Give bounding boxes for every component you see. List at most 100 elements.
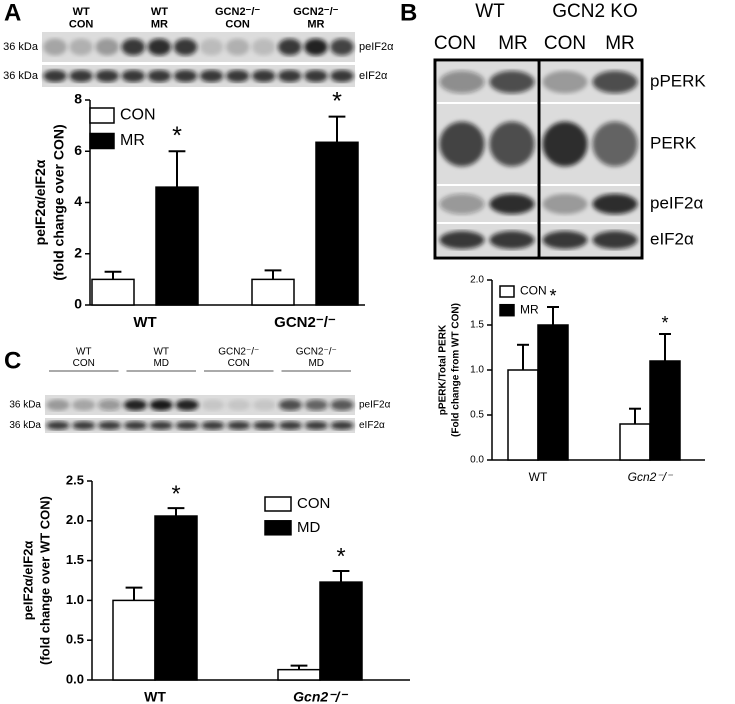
bar <box>251 278 295 306</box>
y-tick-label: 0 <box>74 296 82 312</box>
significance-mark: * <box>336 543 345 569</box>
panel-label: C <box>4 347 21 374</box>
y-tick-label: 0.5 <box>470 410 484 421</box>
blot-group-label: GCN2⁻/⁻ <box>218 347 259 358</box>
blot-band <box>201 399 225 411</box>
y-axis-label: peIF2α/eIF2α <box>21 541 36 621</box>
blot-band <box>43 69 67 83</box>
blot-group-label: GCN2⁻/⁻ <box>215 6 260 18</box>
y-tick-label: 2.5 <box>66 472 84 487</box>
blot-band <box>439 70 485 94</box>
panel-label: B <box>400 0 417 26</box>
blot-band <box>227 399 251 411</box>
blot-size-label: 36 kDa <box>3 70 39 82</box>
legend-swatch <box>499 285 515 298</box>
blot-band <box>251 69 276 83</box>
y-axis-label: (fold change over WT CON) <box>38 496 53 665</box>
bar <box>112 599 156 681</box>
y-axis-label: peIF2α/eIF2α <box>32 159 48 245</box>
genotype-label: GCN2 KO <box>552 1 638 22</box>
blot-group-label: CON <box>228 358 250 369</box>
legend-label: MR <box>120 132 145 149</box>
y-axis-label: (fold change over CON) <box>50 124 66 280</box>
x-tick-label: Gcn2⁻/⁻ <box>628 470 674 484</box>
blot-size-label: 36 kDa <box>3 41 39 53</box>
bar <box>507 369 539 461</box>
blot-group-label: WT <box>73 6 90 18</box>
blot-group-label: CON <box>225 19 250 31</box>
blot-band <box>95 38 119 56</box>
condition-label: MR <box>605 33 635 54</box>
bar <box>537 324 569 461</box>
blot-band <box>46 399 70 411</box>
blot-band <box>489 193 535 215</box>
blot-band <box>173 38 198 56</box>
blot-band <box>97 399 122 411</box>
x-tick-label: GCN2⁻/⁻ <box>274 314 336 331</box>
legend-swatch <box>89 132 115 150</box>
blot-band <box>149 399 173 411</box>
significance-mark: * <box>332 87 342 115</box>
bar <box>154 515 198 681</box>
blot-group-label: MD <box>153 358 169 369</box>
blot-band <box>304 421 328 430</box>
blot-band <box>489 70 535 94</box>
y-tick-label: 2 <box>74 244 82 260</box>
y-tick-label: 8 <box>74 91 82 107</box>
blot-band <box>69 69 93 83</box>
legend-swatch <box>264 496 292 512</box>
y-axis-label: pPERK/Total PERK <box>438 324 449 415</box>
legend-swatch <box>499 303 515 317</box>
y-tick-label: 1.5 <box>470 320 484 331</box>
blot-band <box>173 69 198 83</box>
legend-label: MR <box>520 302 539 316</box>
legend-swatch <box>89 107 115 124</box>
blot-size-label: 36 kDa <box>9 420 41 431</box>
blot-band <box>251 38 276 56</box>
blot-band <box>147 69 172 83</box>
condition-label: MR <box>498 33 528 54</box>
blot-band <box>330 38 354 56</box>
panel-label: A <box>4 0 21 26</box>
blot-protein-label: peIF2α <box>650 193 703 212</box>
blot-band <box>199 38 224 56</box>
bar <box>319 581 363 681</box>
blot-band <box>592 70 638 94</box>
blot-group-label: MR <box>151 19 168 31</box>
condition-label: CON <box>434 33 476 54</box>
blot-band <box>199 69 224 83</box>
blot-band <box>97 421 122 430</box>
blot-band <box>304 38 328 56</box>
blot-strip <box>45 395 355 415</box>
blot-band <box>592 231 638 249</box>
legend-label: CON <box>297 495 330 512</box>
significance-mark: * <box>549 286 556 306</box>
y-axis-label: (Fold change from WT CON) <box>451 303 462 437</box>
blot-band <box>225 38 250 56</box>
blot-band <box>123 399 148 411</box>
blot-band <box>278 38 302 56</box>
y-tick-label: 1.5 <box>66 552 84 567</box>
blot-protein-label: peIF2α <box>359 41 394 53</box>
blot-band <box>175 421 199 430</box>
blot-band <box>147 38 172 56</box>
significance-mark: * <box>172 122 182 150</box>
blot-band <box>330 399 354 411</box>
blot-band <box>46 421 70 430</box>
blot-group-label: WT <box>151 6 168 18</box>
blot-group-label: MD <box>308 358 324 369</box>
genotype-label: WT <box>475 1 505 22</box>
y-tick-label: 1.0 <box>470 365 484 376</box>
blot-band <box>542 193 588 215</box>
significance-mark: * <box>171 480 180 506</box>
blot-group-label: GCN2⁻/⁻ <box>293 6 338 18</box>
blot-band <box>149 421 173 430</box>
blot-band <box>489 231 535 249</box>
blot-band <box>121 69 146 83</box>
blot-band <box>439 231 485 249</box>
x-tick-label: WT <box>529 470 548 484</box>
blot-group-label: CON <box>73 358 95 369</box>
blot-band <box>225 69 250 83</box>
blot-band <box>69 38 93 56</box>
